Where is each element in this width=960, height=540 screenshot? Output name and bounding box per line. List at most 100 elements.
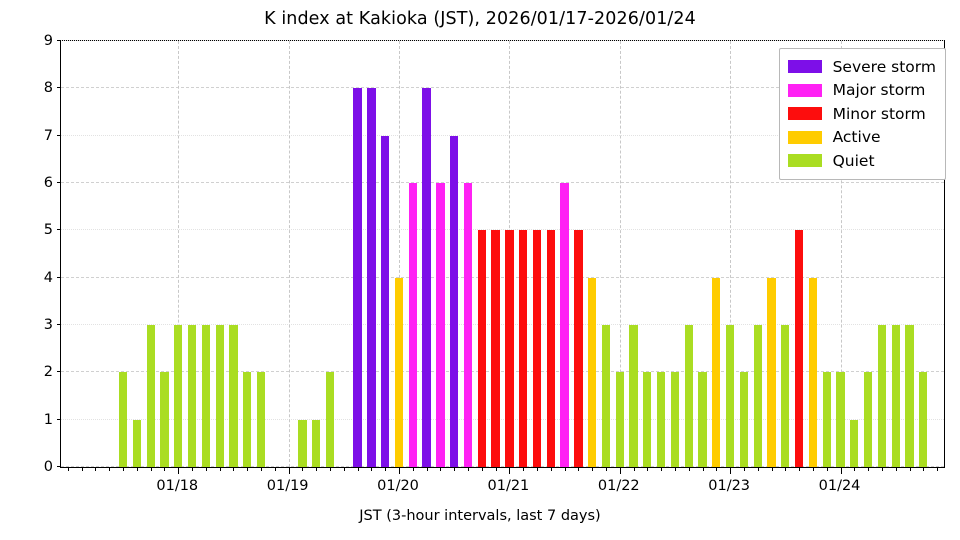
bar — [863, 372, 873, 467]
x-tick-mark — [923, 467, 925, 472]
x-tick-mark — [81, 467, 83, 472]
bar — [712, 277, 721, 467]
x-tick-mark — [67, 467, 69, 472]
x-tick-mark — [426, 467, 428, 472]
x-tick-label: 01/21 — [487, 478, 530, 494]
y-tick-label: 7 — [43, 127, 53, 144]
gridline-vertical — [178, 41, 180, 467]
bar — [215, 325, 224, 467]
bar — [201, 325, 210, 467]
gridline-vertical — [288, 41, 290, 467]
bar — [822, 372, 831, 467]
x-tick-mark — [716, 467, 718, 472]
x-tick-mark — [316, 467, 318, 472]
x-tick-mark — [826, 467, 828, 472]
gridline-vertical — [399, 41, 401, 467]
x-tick-mark — [812, 467, 814, 472]
bar — [174, 325, 183, 467]
bar — [422, 88, 431, 467]
x-tick-mark — [937, 467, 939, 472]
x-tick-mark — [399, 467, 401, 474]
bar — [905, 325, 914, 467]
y-tick-label: 5 — [43, 222, 53, 239]
x-tick-mark — [730, 467, 732, 474]
x-tick-mark — [743, 467, 745, 472]
gridline-horizontal — [61, 182, 944, 183]
x-tick-mark — [412, 467, 414, 472]
bar — [753, 325, 762, 467]
y-tick-mark — [57, 418, 61, 420]
bar — [601, 325, 611, 467]
gridline-horizontal — [61, 134, 944, 136]
x-tick-mark — [605, 467, 607, 472]
x-tick-mark — [854, 467, 856, 472]
gridline-vertical — [619, 41, 621, 467]
y-tick-label: 6 — [43, 175, 53, 191]
y-tick-label: 1 — [43, 411, 53, 428]
x-tick-mark — [343, 467, 345, 472]
x-tick-mark — [536, 467, 538, 472]
x-tick-mark — [302, 467, 304, 472]
chart-title: K index at Kakioka (JST), 2026/01/17-202… — [264, 9, 696, 29]
bar — [505, 230, 514, 467]
gridline-horizontal — [61, 229, 944, 231]
x-tick-mark — [495, 467, 497, 472]
legend-swatch — [787, 154, 822, 168]
legend-swatch — [787, 83, 822, 97]
y-tick-mark — [57, 229, 61, 231]
bar — [532, 230, 542, 467]
x-tick-mark — [219, 467, 221, 472]
y-tick-label: 4 — [43, 269, 53, 286]
gridline-vertical — [730, 41, 732, 467]
bar — [629, 325, 638, 467]
y-tick-mark — [57, 371, 61, 373]
bar — [546, 230, 555, 467]
x-tick-mark — [881, 467, 883, 472]
x-tick-mark — [164, 467, 166, 472]
x-tick-mark — [674, 467, 676, 472]
x-tick-mark — [233, 467, 235, 472]
y-tick-label: 0 — [43, 459, 53, 475]
bar — [643, 372, 652, 467]
legend-swatch — [787, 130, 822, 144]
bar — [670, 372, 680, 467]
bar — [187, 325, 197, 467]
bar — [808, 277, 818, 467]
x-tick-label: 01/24 — [818, 478, 861, 494]
bar — [243, 372, 252, 467]
legend-row: Quiet — [787, 149, 936, 173]
y-tick-mark — [57, 87, 61, 89]
x-tick-mark — [702, 467, 704, 472]
x-tick-mark — [895, 467, 897, 472]
x-tick-mark — [454, 467, 456, 472]
x-tick-label: 01/22 — [597, 478, 640, 494]
bar — [394, 277, 404, 467]
x-tick-mark — [357, 467, 359, 472]
bar — [325, 372, 335, 467]
bar — [588, 277, 597, 467]
bar — [739, 372, 749, 467]
legend-swatch — [787, 60, 822, 74]
bar — [767, 277, 776, 467]
bar — [312, 419, 321, 467]
x-tick-mark — [136, 467, 138, 472]
x-tick-mark — [192, 467, 194, 472]
bar — [794, 230, 804, 467]
x-tick-mark — [785, 467, 787, 472]
gridline-vertical — [840, 41, 842, 467]
legend-row: Severe storm — [787, 55, 936, 79]
bar — [657, 372, 666, 467]
bar — [698, 372, 707, 467]
bar — [160, 372, 169, 467]
bar — [684, 325, 693, 467]
x-tick-mark — [757, 467, 759, 472]
gridline-horizontal — [61, 324, 944, 325]
x-tick-mark — [330, 467, 332, 472]
y-tick-mark — [57, 466, 61, 467]
bar — [726, 325, 735, 467]
x-tick-mark — [150, 467, 152, 472]
x-tick-mark — [109, 467, 111, 472]
bar — [781, 325, 790, 467]
y-tick-label: 2 — [43, 364, 53, 381]
bar — [408, 183, 417, 467]
